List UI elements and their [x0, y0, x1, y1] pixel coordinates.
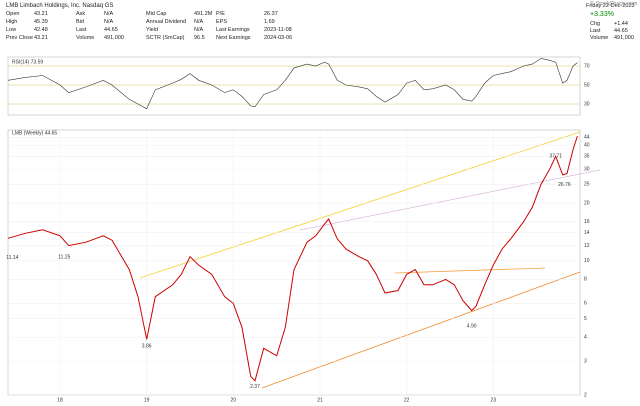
field-label: Last Earnings: [216, 27, 250, 33]
rsi-frame: [7, 56, 581, 116]
date: Friday 22-Dec-2023: [586, 3, 635, 9]
annotation: 26.76: [558, 182, 571, 188]
field-label: High: [6, 19, 18, 25]
title: LMB Limbach Holdings, Inc. Nasdaq GS: [6, 3, 113, 9]
field-value: N/A: [194, 19, 204, 25]
field-value: 491,000: [104, 35, 124, 41]
ma-line: [299, 169, 601, 231]
field-value: 26.37: [264, 11, 278, 17]
field-label: Yield: [146, 27, 159, 33]
field-value: N/A: [104, 11, 114, 17]
field-value: 2024-03-06: [264, 35, 293, 41]
y-tick-label: 16: [584, 219, 590, 225]
field-label: Mid Cap: [146, 11, 167, 17]
y-tick-label: 30: [584, 167, 590, 173]
y-tick-label: 30: [584, 101, 590, 107]
header: LMB Limbach Holdings, Inc. Nasdaq GS Fri…: [0, 0, 640, 54]
quote-label: Volume: [590, 35, 609, 41]
annotation: 11.14: [6, 255, 18, 261]
field-value: 43.21: [34, 11, 48, 17]
series-line: [7, 58, 578, 110]
field-label: Prev Close: [6, 35, 33, 41]
y-tick-label: 4: [584, 335, 587, 341]
field-label: SCTR (SmCap): [146, 35, 185, 41]
annotation: 3.86: [142, 344, 152, 350]
annotation: 11.25: [58, 254, 70, 260]
x-tick-label: 18: [57, 397, 63, 403]
series-line: [7, 135, 578, 382]
field-value: 2023-11-08: [264, 27, 292, 33]
quote-label: Chg: [590, 21, 601, 27]
y-tick-label: 8: [584, 277, 587, 283]
field-value: 45.39: [34, 19, 48, 25]
y-tick-label: 50: [584, 82, 590, 88]
field-label: Ask: [76, 11, 86, 17]
quote-value: 491,000: [614, 35, 634, 41]
field-label: Next Earnings: [216, 35, 251, 41]
brand: © StockCharts.com: [590, 1, 638, 7]
field-label: Low: [6, 27, 17, 33]
field-value: 43.21: [34, 35, 48, 41]
change: +3.33%: [590, 11, 614, 18]
field-value: 42.48: [34, 27, 48, 33]
quote-value: 44.65: [614, 28, 628, 34]
field-value: 1.69: [264, 19, 275, 25]
y-tick-label: 35: [584, 154, 590, 160]
panel-label: LMB (Weekly) 44.65: [12, 130, 57, 136]
x-tick-label: 21: [317, 397, 323, 403]
field-label: Last: [76, 27, 87, 33]
quote-value: +1.44: [614, 21, 628, 27]
field-value: N/A: [194, 27, 204, 33]
annotation: 4.90: [467, 324, 477, 330]
y-tick-label: 10: [584, 258, 590, 264]
field-label: Open: [6, 11, 20, 17]
y-tick-label: 25: [584, 182, 590, 188]
y-tick-label: 5: [584, 316, 587, 322]
y-tick-label: 70: [584, 63, 590, 69]
y-tick-label: 12: [584, 243, 590, 249]
y-tick-label: 20: [584, 200, 590, 206]
x-tick-label: 22: [404, 397, 410, 403]
x-tick-label: 20: [231, 397, 237, 403]
y-tick-label: 6: [584, 301, 587, 307]
company: Limbach Holdings, Inc. Nasdaq GS: [20, 3, 114, 9]
resistance: [394, 267, 546, 274]
field-label: P/E: [216, 11, 225, 17]
annotation: 2.37: [250, 384, 260, 390]
annotation: 37.71: [549, 153, 562, 159]
channel-upper: [139, 131, 581, 279]
quote-label: Last: [590, 28, 601, 34]
symbol: LMB: [6, 3, 19, 9]
field-label: Annual Dividend: [146, 19, 187, 25]
field-label: Bid: [76, 19, 84, 25]
field-label: Volume: [76, 35, 95, 41]
field-value: N/A: [104, 19, 114, 25]
channel-lower: [261, 271, 581, 389]
field-value: 44.65: [104, 27, 118, 33]
field-label: EPS: [216, 19, 228, 25]
y-tick-label: 2: [584, 392, 587, 398]
y-tick-label: 40: [584, 143, 590, 149]
field-value: 96.5: [194, 35, 205, 41]
x-tick-label: 19: [144, 397, 150, 403]
y-tick-label: 44: [584, 135, 590, 141]
x-tick-label: 23: [491, 397, 497, 403]
y-tick-label: 14: [584, 230, 590, 236]
y-tick-label: 3: [584, 359, 587, 365]
field-value: 491.2M: [194, 11, 213, 17]
panel-label: RSI(14) 73.59: [12, 59, 43, 65]
